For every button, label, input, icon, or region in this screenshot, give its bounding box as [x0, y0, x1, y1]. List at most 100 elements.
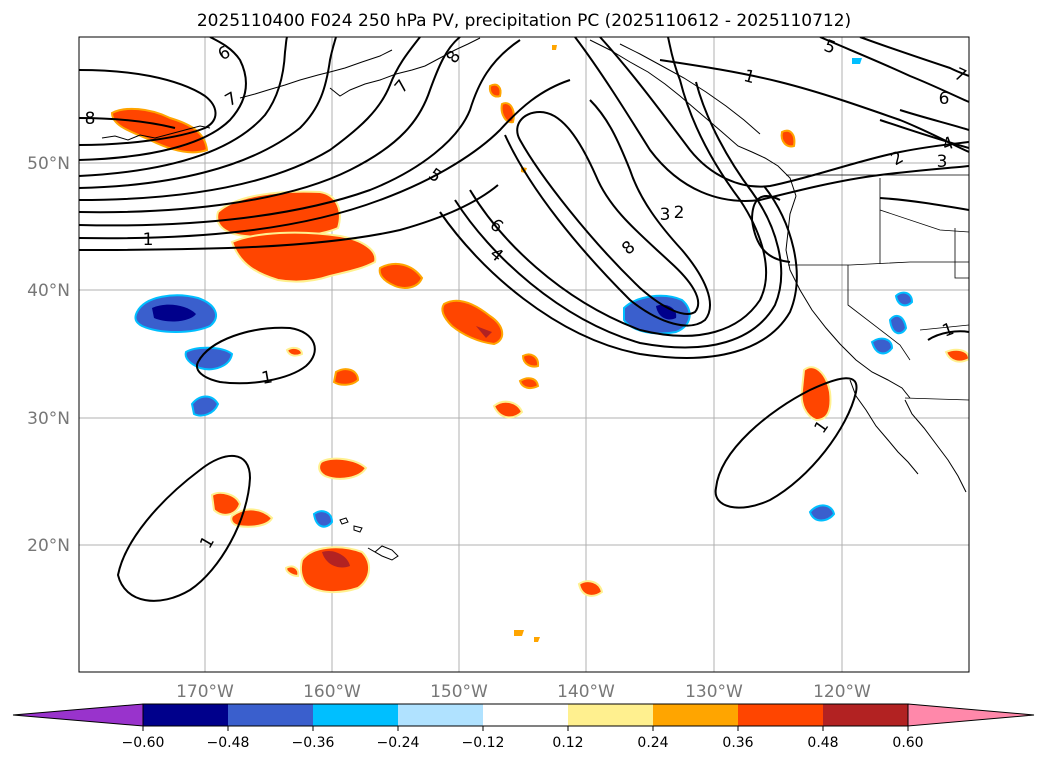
precip-core-hawaii-south	[322, 550, 350, 568]
colorbar-outline	[142, 703, 909, 727]
pv-contour-trough-2	[454, 81, 783, 349]
colorbar-tick-label: 0.36	[722, 735, 753, 751]
precip-core-neg-trough	[656, 304, 677, 320]
border-us-mexico	[904, 397, 969, 401]
lon-label: 160°W	[303, 682, 361, 702]
pv-contour-trough-3	[439, 185, 798, 359]
precip-area-gulf-1	[488, 83, 502, 98]
lon-label: 130°W	[685, 682, 743, 702]
precip-positive-areas	[110, 45, 969, 642]
pv-contour-1-east	[659, 59, 969, 153]
pv-contours	[79, 37, 969, 602]
border-utah	[954, 228, 969, 279]
pv-contour-1-north	[79, 79, 571, 240]
longitude-labels: 170°W 160°W 150°W 140°W 130°W 120°W	[176, 682, 871, 702]
colorbar-segment	[143, 704, 228, 726]
coast-aleutian-west	[101, 125, 211, 141]
pv-contour-2-east	[599, 37, 969, 188]
lon-label: 140°W	[557, 682, 615, 702]
pv-contour-7	[79, 37, 247, 161]
pv-contour-6-ne	[899, 109, 969, 131]
precip-area-neg-hawaii	[312, 510, 334, 528]
precip-area-north-pacific-2	[230, 231, 377, 283]
lon-label: 150°W	[430, 682, 488, 702]
colorbar-segment	[398, 704, 483, 726]
colorbar-tick-label: −0.12	[462, 735, 505, 751]
coast-alaska-peninsula	[329, 37, 481, 97]
pv-contour-3-east	[574, 37, 969, 202]
pv-contour-1-closed-southeast	[714, 377, 858, 509]
pv-contour-coast-arc	[750, 195, 791, 263]
lon-label: 170°W	[176, 682, 234, 702]
colorbar-extend-max	[907, 703, 1035, 727]
pv-contour-8-closed	[516, 110, 700, 315]
map-panel: 8 6 7 7 8 5 1 1 6 4 3 2 5 6 4 7 8 3 2 1	[27, 36, 970, 702]
pv-contour-6	[79, 37, 288, 177]
colorbar-segment	[653, 704, 738, 726]
border-arizona	[919, 324, 969, 331]
coast-hawaii-oahu	[339, 517, 349, 525]
colorbar-segment	[823, 704, 908, 726]
graticule	[79, 37, 969, 672]
coast-gulf-california	[904, 399, 967, 493]
lat-label: 30°N	[27, 409, 70, 429]
border-california-nevada	[847, 265, 911, 361]
precip-area-neg-tiny	[852, 58, 862, 64]
pv-contour-8b	[79, 117, 176, 129]
pv-contour-5-ne	[819, 37, 969, 103]
pv-contour-7-ne	[859, 37, 969, 77]
coast-alaska-panhandle	[619, 43, 761, 135]
contour-label: 3	[660, 205, 671, 225]
lon-label: 120°W	[813, 682, 871, 702]
pv-contour-2	[79, 39, 521, 227]
colorbar-segment	[483, 704, 568, 726]
contour-label: 1	[260, 367, 274, 389]
precip-negative-areas	[134, 58, 914, 528]
contour-label: 1	[143, 230, 154, 250]
colorbar-segment	[228, 704, 313, 726]
precip-area-west-2	[230, 508, 274, 528]
coast-baja-west	[849, 379, 919, 475]
colorbar-tick-label: −0.60	[122, 735, 165, 751]
pv-contour-trough-1	[469, 37, 768, 337]
coast-hawaii-maui	[353, 525, 363, 533]
colorbar-tick-label: −0.24	[377, 735, 420, 751]
colorbar-extend-min	[12, 703, 144, 727]
pv-contour-8	[79, 69, 217, 146]
pv-contour-interior	[879, 197, 969, 211]
precip-area-west-3	[284, 565, 300, 578]
pv-contour-3	[79, 37, 461, 214]
precip-area-central-4	[521, 353, 540, 368]
precip-area-neg-nevada	[894, 291, 914, 307]
colorbar-segment	[738, 704, 823, 726]
precip-area-central-6	[492, 400, 524, 419]
precip-area-tiny-4	[552, 45, 557, 50]
pv-contour-4	[79, 37, 421, 201]
precip-area-north-pacific-3	[378, 262, 424, 289]
contour-label: 6	[939, 89, 950, 109]
pv-contour-4-ne	[879, 119, 969, 149]
precip-core-neg-west	[152, 304, 196, 322]
precip-area-neg-west-3	[190, 395, 220, 417]
precip-area-baja	[800, 366, 832, 422]
pv-contour-1-east-edge	[927, 330, 969, 341]
coast-hawaii-big-island	[367, 545, 399, 561]
pv-contour-1-closed-west	[196, 326, 316, 385]
pv-contour-1-trough-west	[79, 184, 499, 251]
precip-area-central-5	[518, 377, 540, 390]
map-frame	[78, 36, 970, 673]
colorbar-tick-label: 0.24	[637, 735, 668, 751]
precip-area-aleutian	[110, 107, 209, 154]
precip-area-west-1	[210, 491, 242, 516]
colorbar-tick-label: 0.60	[892, 735, 923, 751]
precip-core-central-1	[476, 326, 492, 338]
border-oregon-idaho	[879, 209, 969, 233]
colorbar: −0.60 −0.48 −0.36 −0.24 −0.12 0.12 0.24 0.36 0.4…	[12, 703, 1035, 751]
contour-label: 1	[741, 66, 757, 88]
lat-label: 50°N	[27, 154, 70, 174]
precip-area-tiny-2	[534, 637, 540, 642]
precip-area-central-3	[285, 346, 304, 357]
colorbar-segment	[568, 704, 653, 726]
latitude-labels: 50°N 40°N 30°N 20°N	[27, 154, 70, 556]
pv-contour-7-inner	[504, 99, 711, 327]
